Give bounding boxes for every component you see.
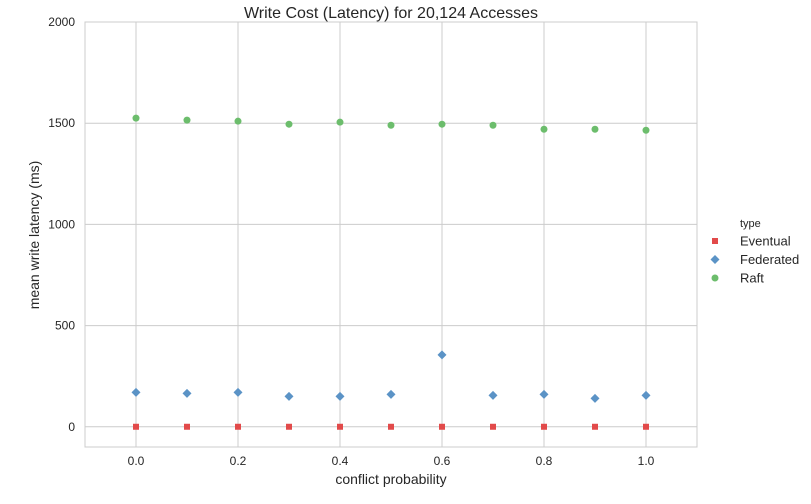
legend-items: Eventual Federated Raft [710,234,799,286]
data-point [642,126,650,134]
y-tick-label: 500 [55,319,75,333]
plot-border [84,21,698,448]
data-point [335,391,345,401]
data-point [437,350,447,360]
data-point [591,125,599,133]
data-point [234,117,242,125]
data-point [183,116,191,124]
x-tick-label: 0.0 [128,454,145,468]
data-point [386,389,396,399]
plot-area [84,21,698,448]
y-tick-label: 0 [68,420,75,434]
x-tick-label: 0.8 [536,454,553,468]
x-tick-labels: 0.0 0.2 0.4 0.6 0.8 1.0 [128,454,655,468]
legend-marker-raft [711,274,719,282]
data-point [388,423,394,430]
data-point [641,390,651,400]
data-point [235,423,241,430]
data-point [131,387,141,397]
data-point [540,125,548,133]
y-tick-label: 1000 [48,217,75,231]
data-point [643,423,649,430]
data-point [439,423,445,430]
y-tick-label: 1500 [48,116,75,130]
data-point [184,423,190,430]
legend-label-eventual: Eventual [740,234,791,249]
data-point [489,121,497,129]
data-point [592,423,598,430]
data-point [132,114,140,122]
data-point [336,118,344,126]
y-axis-label: mean write latency (ms) [26,161,42,310]
x-tick-label: 0.4 [332,454,349,468]
x-tick-label: 1.0 [638,454,655,468]
data-point [590,393,600,403]
legend-marker-eventual [712,238,718,244]
data-point [488,390,498,400]
legend-title: type [740,218,761,230]
data-point [284,391,294,401]
series-federated [131,350,651,403]
legend: type Eventual Federated Raft [710,218,799,286]
data-point [286,423,292,430]
data-points [131,114,651,430]
y-tick-labels: 0 500 1000 1500 2000 [48,15,75,434]
y-tick-label: 2000 [48,15,75,29]
legend-label-federated: Federated [740,252,799,267]
data-point [541,423,547,430]
data-point [233,387,243,397]
data-point [387,121,395,129]
data-point [182,388,192,398]
chart-title: Write Cost (Latency) for 20,124 Accesses [244,5,538,22]
data-point [490,423,496,430]
x-tick-label: 0.2 [230,454,247,468]
data-point [337,423,343,430]
x-axis-label: conflict probability [335,471,446,487]
series-raft [132,114,650,134]
data-point [539,389,549,399]
legend-label-raft: Raft [740,271,764,286]
data-point [438,120,446,128]
legend-marker-federated [710,255,720,264]
data-point [133,423,139,430]
data-point [285,120,293,128]
series-eventual [133,423,649,430]
x-tick-label: 0.6 [434,454,451,468]
